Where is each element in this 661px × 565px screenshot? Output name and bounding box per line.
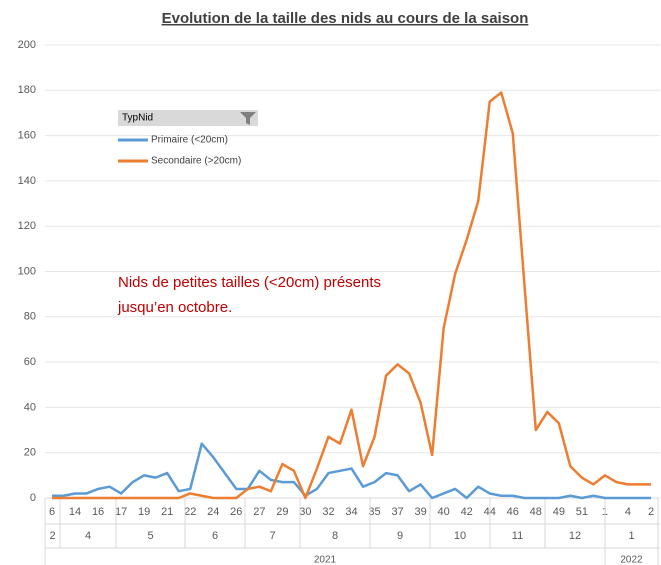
chart-title: Evolution de la taille des nids au cours… (162, 10, 529, 27)
month-label: 8 (332, 530, 338, 542)
month-label: 6 (212, 530, 218, 542)
month-label: 1 (628, 530, 634, 542)
y-tick-label: 80 (24, 311, 36, 323)
annotation: Nids de petites tailles (<20cm) présents (118, 274, 381, 291)
x-tick-label: 14 (69, 506, 81, 518)
x-tick-label: 21 (161, 506, 173, 518)
x-tick-label: 22 (184, 506, 196, 518)
y-tick-label: 60 (24, 356, 36, 368)
month-label: 7 (269, 530, 275, 542)
year-label: 2021 (314, 555, 337, 565)
x-tick-label: 37 (391, 506, 403, 518)
x-tick-label: 4 (625, 506, 631, 518)
x-tick-label: 39 (414, 506, 426, 518)
x-tick-label: 35 (368, 506, 380, 518)
year-label: 2022 (620, 555, 643, 565)
month-label: 9 (397, 530, 403, 542)
month-label: 4 (85, 530, 91, 542)
y-tick-label: 200 (18, 39, 36, 51)
month-label: 12 (569, 530, 581, 542)
x-tick-label: 6 (49, 506, 55, 518)
x-tick-label: 24 (207, 506, 219, 518)
legend-title: TypNid (122, 113, 153, 124)
legend-header (118, 110, 258, 126)
x-tick-label: 27 (253, 506, 265, 518)
y-tick-label: 40 (24, 401, 36, 413)
x-tick-label: 32 (322, 506, 334, 518)
month-label: 10 (454, 530, 466, 542)
x-tick-label: 40 (438, 506, 450, 518)
x-tick-label: 30 (299, 506, 311, 518)
series-line (52, 91, 651, 500)
month-label: 11 (512, 530, 523, 542)
legend-label: Primaire (<20cm) (151, 135, 228, 146)
x-tick-label: 46 (507, 506, 519, 518)
y-tick-label: 160 (18, 130, 36, 142)
x-tick-label: 51 (576, 506, 588, 518)
y-tick-label: 120 (18, 220, 36, 232)
y-tick-label: 140 (18, 175, 36, 187)
x-tick-label: 17 (115, 506, 127, 518)
x-tick-label: 26 (230, 506, 242, 518)
legend: TypNid (118, 110, 258, 126)
y-tick-label: 20 (24, 447, 36, 459)
month-label: 5 (147, 530, 153, 542)
x-tick-label: 16 (92, 506, 104, 518)
legend-label: Secondaire (>20cm) (151, 156, 241, 167)
series-line (52, 442, 651, 500)
x-tick-label: 19 (138, 506, 150, 518)
x-tick-label: 2 (648, 506, 654, 518)
x-tick-label: 34 (345, 506, 357, 518)
y-tick-label: 100 (18, 265, 36, 277)
month-label: 2 (49, 530, 55, 542)
y-tick-label: 180 (18, 84, 36, 96)
y-tick-label: 0 (30, 492, 36, 504)
x-tick-label: 49 (553, 506, 565, 518)
x-tick-label: 29 (276, 506, 288, 518)
filter-icon[interactable] (240, 112, 256, 125)
x-tick-label: 42 (461, 506, 473, 518)
annotation: jusqu’en octobre. (117, 299, 232, 316)
x-tick-label: 48 (530, 506, 542, 518)
